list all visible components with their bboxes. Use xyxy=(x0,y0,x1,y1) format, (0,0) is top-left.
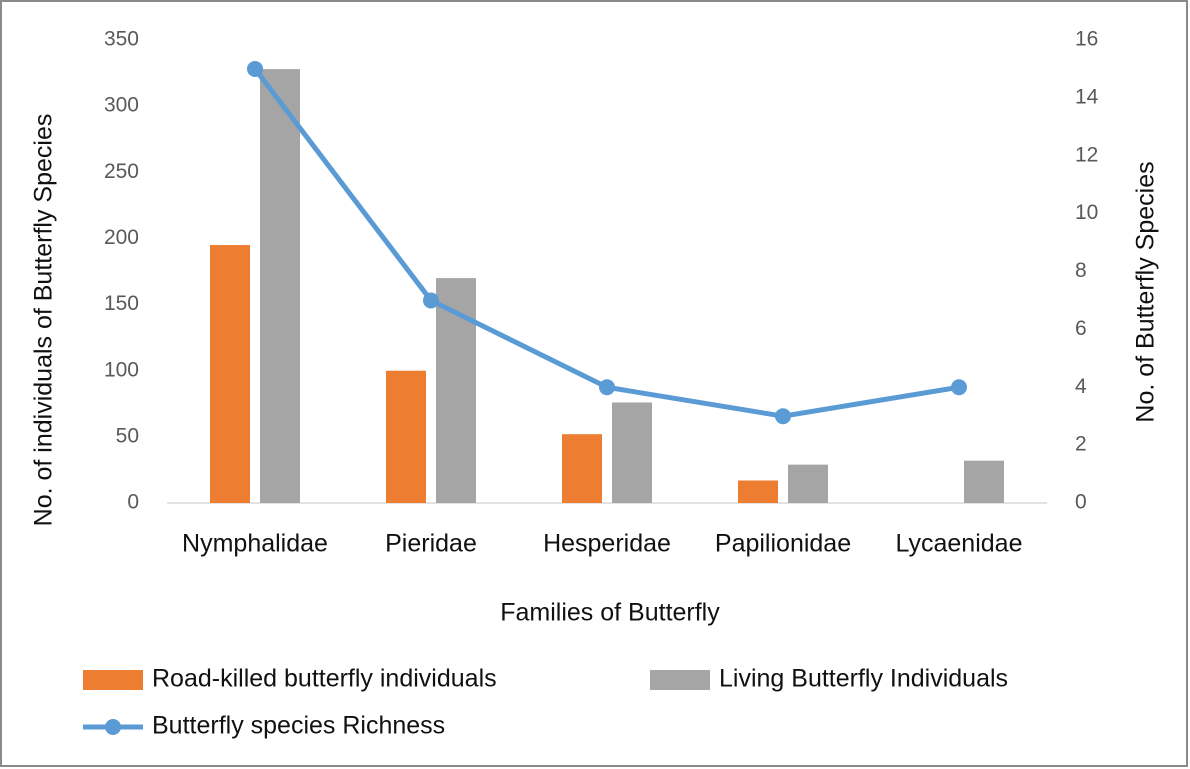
bar xyxy=(788,464,828,503)
legend-swatch xyxy=(650,670,710,690)
y-tick-label: 50 xyxy=(116,424,139,447)
line-marker xyxy=(951,379,967,396)
bar xyxy=(436,278,476,503)
y-tick-label: 300 xyxy=(104,94,139,117)
legend-label: Road-killed butterfly individuals xyxy=(152,665,497,693)
legend-label: Butterfly species Richness xyxy=(152,712,445,740)
x-tick-label: Pieridae xyxy=(385,530,477,558)
x-tick-label: Nymphalidae xyxy=(182,530,328,558)
y2-tick-label: 10 xyxy=(1075,201,1098,224)
y-tick-label: 350 xyxy=(104,28,139,51)
bar xyxy=(386,370,426,503)
y-axis-label: No. of individuals of Butterfly Species xyxy=(30,114,58,527)
y2-tick-label: 8 xyxy=(1075,259,1087,282)
y2-tick-label: 0 xyxy=(1075,491,1087,514)
x-axis-label: Families of Butterfly xyxy=(500,599,720,627)
x-tick-label: Papilionidae xyxy=(715,530,851,558)
bar xyxy=(562,434,602,503)
y2-axis-label: No. of Butterfly Species xyxy=(1132,161,1160,422)
y2-tick-label: 6 xyxy=(1075,317,1087,340)
y2-tick-label: 4 xyxy=(1075,375,1087,398)
line-marker xyxy=(775,408,791,425)
x-tick-label: Hesperidae xyxy=(543,530,671,558)
y2-tick-label: 12 xyxy=(1075,143,1098,166)
y2-tick-label: 14 xyxy=(1075,85,1099,108)
bar xyxy=(210,245,250,504)
legend-label: Living Butterfly Individuals xyxy=(719,665,1008,693)
bar xyxy=(738,480,778,503)
y-tick-label: 200 xyxy=(104,226,139,249)
line-marker xyxy=(599,379,615,396)
y-tick-label: 250 xyxy=(104,160,139,183)
bar xyxy=(612,402,652,503)
bar xyxy=(964,460,1004,503)
line-marker xyxy=(423,292,439,309)
legend-swatch xyxy=(83,670,143,690)
y-tick-label: 150 xyxy=(104,292,139,315)
y-tick-label: 0 xyxy=(127,491,139,514)
bar xyxy=(260,69,300,504)
y-tick-label: 100 xyxy=(104,358,139,381)
y2-tick-label: 2 xyxy=(1075,433,1087,456)
line-marker xyxy=(247,60,263,77)
x-tick-label: Lycaenidae xyxy=(896,530,1023,558)
legend-marker xyxy=(105,719,121,735)
y2-tick-label: 16 xyxy=(1075,28,1098,51)
